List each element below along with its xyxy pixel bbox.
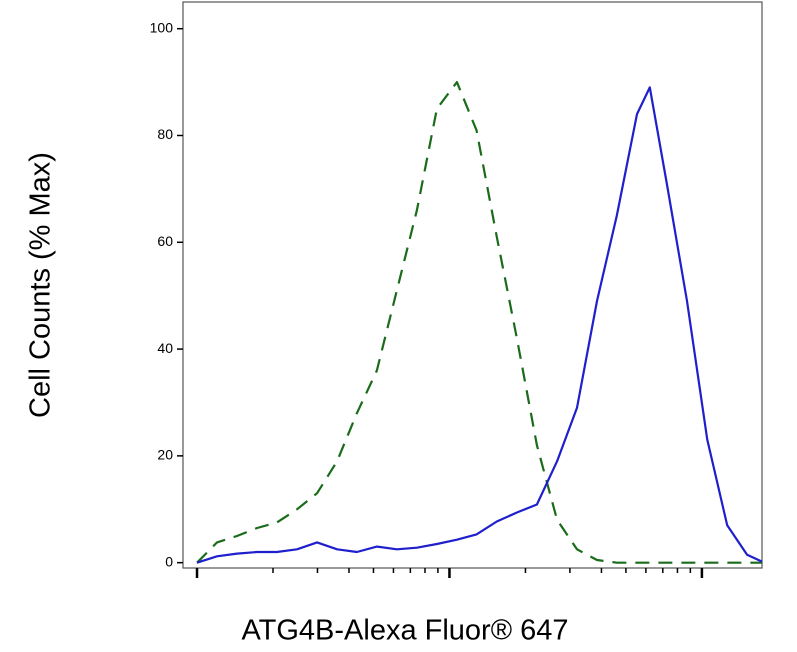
y-tick-label: 40 bbox=[157, 340, 173, 356]
series-line bbox=[196, 86, 763, 564]
y-tick-label: 60 bbox=[157, 233, 173, 249]
x-axis-label: ATG4B-Alexa Fluor® 647 bbox=[241, 615, 568, 647]
y-tick-label: 100 bbox=[150, 19, 174, 35]
y-axis-label: Cell Counts (% Max) bbox=[25, 152, 57, 418]
plot-frame bbox=[182, 1, 763, 569]
series-line bbox=[196, 81, 762, 564]
y-tick-label: 80 bbox=[157, 126, 173, 142]
y-tick-label: 0 bbox=[165, 553, 173, 569]
y-tick-label: 20 bbox=[157, 447, 173, 463]
